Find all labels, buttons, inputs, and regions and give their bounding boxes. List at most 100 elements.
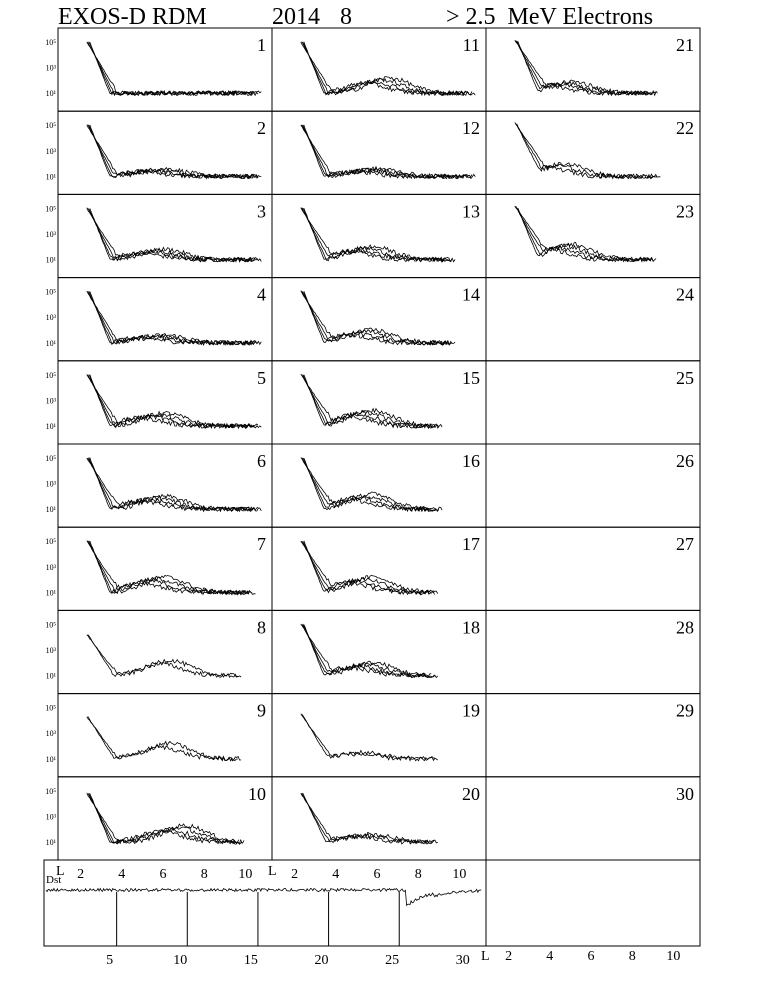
flux-curve	[301, 207, 453, 263]
y-tick-label: 10³	[46, 480, 57, 489]
panel-x-tick-label: 2	[291, 867, 298, 882]
flux-curve	[301, 41, 473, 97]
flux-curve	[87, 42, 259, 97]
y-tick-label: 10¹	[46, 256, 57, 265]
panel-day-label: 24	[676, 285, 694, 305]
panel-day-label: 29	[676, 701, 694, 721]
panel-frame	[485, 277, 701, 362]
panel-day-label: 21	[676, 35, 694, 55]
panel-day-label: 7	[257, 534, 266, 554]
col3-x-tick-label: 10	[666, 949, 680, 964]
flux-curve	[303, 291, 446, 346]
title-channel: > 2.5 MeV Electrons	[446, 4, 654, 30]
panel-frame	[271, 526, 487, 611]
y-tick-label: 10¹	[46, 755, 57, 764]
panel-day-label: 11	[463, 35, 480, 55]
panel-frame	[271, 277, 487, 362]
panel-x-tick-label: 10	[452, 867, 466, 882]
panel-day-label: 20	[462, 784, 480, 804]
panel-x-tick-label: 8	[415, 867, 422, 882]
flux-curve	[300, 373, 443, 429]
panel-day-label: 13	[462, 201, 480, 221]
flux-curve	[301, 374, 440, 429]
y-tick-label: 10¹	[46, 422, 57, 431]
panel-frame	[485, 443, 701, 528]
y-tick-label: 10⁵	[45, 704, 56, 713]
flux-curve	[87, 793, 243, 845]
y-tick-label: 10⁵	[45, 371, 56, 380]
flux-curve	[515, 123, 658, 180]
flux-curve	[89, 374, 252, 430]
flux-curve	[301, 792, 435, 845]
day-tick-label: 15	[244, 953, 258, 968]
flux-curve	[88, 374, 255, 430]
flux-curve	[302, 623, 432, 678]
panel-frame	[485, 609, 701, 695]
panel-frame	[485, 193, 701, 279]
y-tick-label: 10⁵	[45, 121, 56, 130]
panel-day-label: 25	[676, 368, 694, 388]
flux-curve	[87, 291, 259, 346]
y-tick-label: 10¹	[46, 588, 57, 597]
flux-curve	[302, 42, 469, 96]
y-tick-label: 10¹	[46, 672, 57, 681]
panel-frame	[57, 693, 273, 778]
col3-x-tick-label: 4	[546, 949, 553, 964]
panel-x-tick-label: 10	[238, 867, 252, 882]
panel-frame	[271, 443, 487, 528]
day-tick-label: 20	[315, 953, 329, 968]
flux-curve	[301, 290, 453, 346]
panel-day-label: 19	[462, 701, 480, 721]
flux-curve	[303, 41, 466, 96]
panel-day-label: 18	[462, 617, 480, 637]
panel-day-label: 23	[676, 201, 694, 221]
y-tick-label: 10⁵	[45, 787, 56, 796]
flux-curve	[87, 457, 259, 513]
panel-day-label: 6	[257, 451, 266, 471]
panel-day-label: 28	[676, 617, 694, 637]
dst-label: Dst	[46, 874, 61, 886]
flux-curve	[88, 208, 255, 263]
day-tick-label: 30	[456, 953, 470, 968]
panel-day-label: 15	[462, 368, 480, 388]
panel-day-label: 2	[257, 118, 266, 138]
y-tick-label: 10¹	[46, 838, 57, 847]
flux-curve	[89, 42, 252, 97]
panel-frame	[57, 776, 273, 861]
flux-curve	[303, 624, 430, 678]
panel-frame	[485, 110, 701, 195]
y-tick-label: 10⁵	[45, 537, 56, 546]
panel-x-tick-label: 4	[332, 867, 339, 882]
title-year: 2014	[272, 4, 320, 30]
flux-curve	[303, 374, 433, 428]
flux-curve	[86, 41, 262, 97]
flux-curve	[88, 291, 255, 346]
flux-curve	[302, 124, 469, 180]
panel-frame	[271, 776, 487, 861]
panel-day-label: 26	[676, 451, 694, 471]
flux-curve	[86, 540, 256, 596]
panel-day-label: 5	[257, 368, 266, 388]
y-tick-label: 10³	[46, 313, 57, 322]
y-tick-label: 10³	[46, 230, 57, 239]
flux-curve	[303, 124, 466, 180]
flux-curve	[302, 207, 449, 263]
panel-day-label: 14	[462, 285, 480, 305]
panel-frame	[271, 693, 487, 778]
day-tick-label: 5	[106, 953, 113, 968]
flux-curve	[89, 124, 252, 180]
flux-curve	[86, 634, 242, 678]
flux-curve	[514, 122, 661, 180]
panel-frame	[57, 110, 273, 195]
flux-curve	[302, 541, 432, 595]
panel-frame	[271, 360, 487, 445]
y-tick-label: 10⁵	[45, 38, 56, 47]
flux-curve	[89, 793, 236, 845]
flux-curve	[301, 624, 435, 678]
flux-curve	[516, 123, 654, 180]
panel-day-label: 8	[257, 617, 266, 637]
col3-x-tick-label: 8	[629, 949, 636, 964]
flux-curve	[302, 291, 449, 346]
panel-day-label: 12	[462, 118, 480, 138]
